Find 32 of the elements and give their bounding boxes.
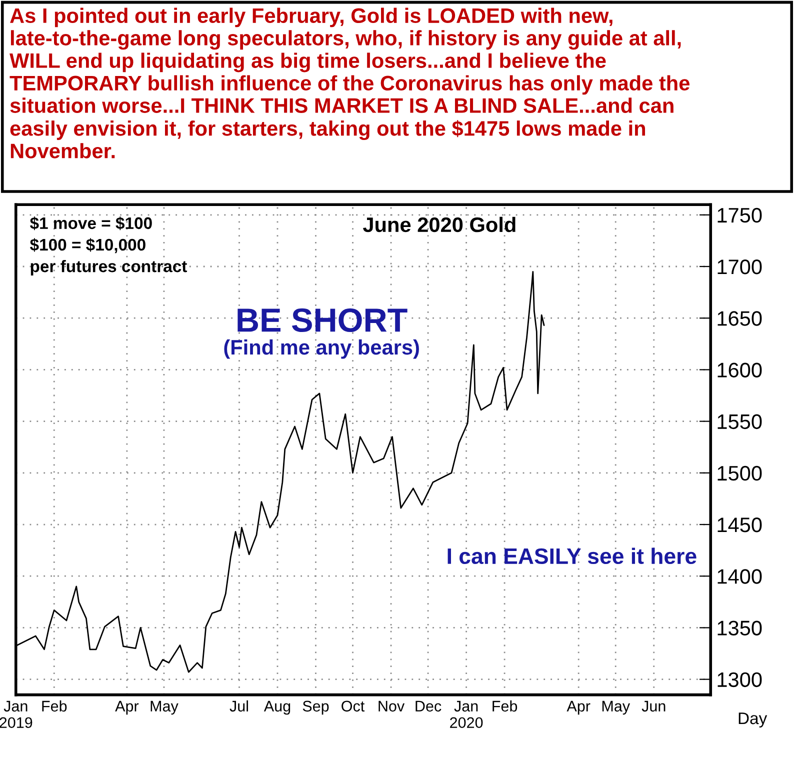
x-tick-label: Jan 2019 <box>0 700 32 728</box>
x-tick-label: Aug <box>264 700 290 715</box>
x-tick-label: May <box>150 700 178 715</box>
y-tick-label: 1550 <box>718 414 762 430</box>
x-tick-label: Jul <box>230 700 248 712</box>
chart-title: June 2020 Gold <box>363 216 516 232</box>
x-tick-label: May <box>602 700 630 715</box>
chart-subtitle: As I pointed out in early February, Gold is LOADED with new, late-to-the-game long speculators, who, if history is any guide at all, WILL end up liquidating as big time losers...and I believe the TEMPORARY bullish influence of the Coronavirus has only made the situation worse...I THINK THIS MARKET IS A BLIND SALE...and can easily envision it, for starters, taking out the $1475 lows made in November. <box>10 8 690 158</box>
annotation: (Find me any bears) <box>224 339 419 359</box>
y-tick-label: 1400 <box>718 569 762 584</box>
x-tick-label: Sep <box>302 700 329 715</box>
x-tick-label: Apr <box>115 700 139 715</box>
x-tick-label: Feb <box>42 700 67 712</box>
x-tick-label: Apr <box>566 700 590 715</box>
x-axis-title: Day <box>738 712 768 728</box>
y-tick-label: 1700 <box>718 260 762 274</box>
x-tick-label: Jan 2020 <box>450 700 483 728</box>
x-tick-label: Nov <box>378 700 405 712</box>
y-tick-label: 1750 <box>718 208 762 223</box>
annotation: BE SHORT <box>238 308 408 332</box>
annotation: $1 move = $100 $100 = $10,000 per futures contract <box>30 216 188 276</box>
y-tick-label: 1650 <box>718 311 762 326</box>
y-tick-label: 1500 <box>718 466 762 481</box>
x-tick-label: Oct <box>342 700 365 712</box>
x-tick-label: Jun <box>642 700 666 712</box>
x-tick-label: Dec <box>416 700 442 712</box>
annotation: I can EASILY see it here <box>448 548 696 564</box>
y-tick-label: 1600 <box>718 362 762 378</box>
x-tick-label: Feb <box>492 700 518 712</box>
y-tick-label: 1350 <box>718 620 762 636</box>
y-tick-label: 1450 <box>718 518 762 532</box>
y-tick-label: 1300 <box>718 672 762 688</box>
